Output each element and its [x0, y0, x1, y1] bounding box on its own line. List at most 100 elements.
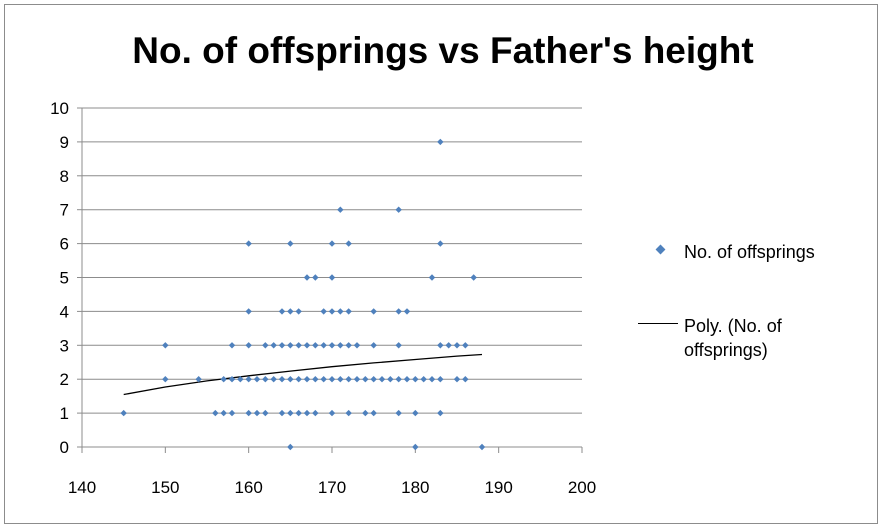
data-point — [337, 376, 344, 383]
data-point — [295, 342, 302, 349]
data-point — [337, 342, 344, 349]
data-point — [328, 308, 336, 315]
data-point — [320, 308, 327, 315]
data-point — [403, 308, 411, 315]
data-point — [245, 409, 252, 417]
x-tick-label: 160 — [234, 478, 262, 497]
trendline-layer — [123, 353, 483, 396]
y-tick-label: 2 — [60, 370, 69, 389]
data-point — [328, 274, 336, 281]
legend-marker-line — [636, 314, 684, 334]
data-point — [312, 342, 319, 349]
legend-label-offsprings: No. of offsprings — [684, 242, 815, 262]
data-point — [312, 409, 319, 417]
data-point — [220, 376, 227, 383]
data-point — [270, 376, 277, 383]
y-tick-label: 4 — [60, 302, 69, 321]
data-point — [120, 409, 127, 417]
data-point — [395, 342, 402, 349]
data-point — [287, 409, 294, 417]
y-tick-label: 3 — [60, 336, 69, 355]
data-point — [237, 376, 244, 383]
legend-label-poly: Poly. (No. of offsprings) — [684, 316, 782, 360]
data-point — [345, 376, 352, 383]
data-point — [395, 308, 402, 315]
data-point — [253, 376, 261, 383]
data-point — [370, 308, 377, 315]
legend-item-offsprings: No. of offsprings — [636, 240, 854, 264]
data-point — [228, 342, 236, 349]
data-point — [270, 342, 277, 349]
y-tick-label: 8 — [60, 167, 69, 186]
data-point — [245, 240, 252, 247]
data-point — [228, 376, 236, 383]
data-point — [370, 342, 377, 349]
data-point — [287, 376, 294, 383]
data-point — [462, 376, 469, 383]
x-tick-label: 150 — [151, 478, 179, 497]
data-point — [453, 376, 461, 383]
trendline-poly — [123, 353, 483, 396]
data-point — [312, 274, 319, 281]
x-tick-label: 180 — [401, 478, 429, 497]
data-point — [278, 308, 286, 315]
data-point — [462, 342, 469, 349]
data-point — [278, 342, 286, 349]
data-point — [320, 342, 327, 349]
data-point — [345, 409, 352, 417]
data-point — [345, 342, 352, 349]
chart-title: No. of offsprings vs Father's height — [132, 30, 754, 71]
data-point — [403, 376, 411, 383]
data-point — [295, 376, 302, 383]
data-point — [278, 376, 286, 383]
data-point — [195, 376, 202, 383]
data-point — [253, 409, 261, 417]
axes — [77, 107, 583, 453]
data-point — [262, 409, 269, 417]
data-point — [437, 376, 444, 383]
data-point — [395, 409, 402, 417]
data-point — [345, 240, 352, 247]
data-point — [245, 308, 252, 315]
data-point — [337, 308, 344, 315]
data-point — [328, 376, 336, 383]
data-point — [245, 342, 252, 349]
data-point — [245, 376, 252, 383]
data-point — [162, 376, 169, 383]
data-point — [420, 376, 427, 383]
data-point — [328, 342, 336, 349]
x-tick-label: 170 — [318, 478, 346, 497]
y-tick-label: 9 — [60, 133, 69, 152]
data-point — [353, 342, 361, 349]
data-point — [312, 376, 319, 383]
data-point — [328, 409, 336, 417]
chart-area — [4, 4, 878, 524]
data-point — [345, 308, 352, 315]
tick-labels: 0 1 2 3 4 5 6 7 8 9 10 140 150 160 170 180 190 200 — [50, 99, 596, 497]
data-point — [387, 376, 394, 383]
data-point — [395, 376, 402, 383]
data-point — [437, 240, 444, 247]
data-point — [437, 409, 444, 417]
x-tick-label: 140 — [68, 478, 96, 497]
y-tick-label: 7 — [60, 201, 69, 220]
y-tick-label: 1 — [60, 404, 69, 423]
data-point — [287, 342, 294, 349]
data-point — [453, 342, 461, 349]
data-point — [445, 342, 452, 349]
data-point — [412, 443, 419, 451]
y-tick-label: 6 — [60, 235, 69, 254]
data-point — [428, 274, 436, 281]
data-point — [353, 376, 361, 383]
data-point — [228, 409, 236, 417]
data-point — [287, 240, 294, 247]
data-point — [295, 308, 302, 315]
data-point — [262, 376, 269, 383]
data-point — [220, 409, 227, 417]
data-point — [378, 376, 386, 383]
data-point — [370, 376, 377, 383]
data-point — [162, 342, 169, 349]
data-point — [320, 376, 327, 383]
y-tick-label: 0 — [60, 438, 69, 457]
